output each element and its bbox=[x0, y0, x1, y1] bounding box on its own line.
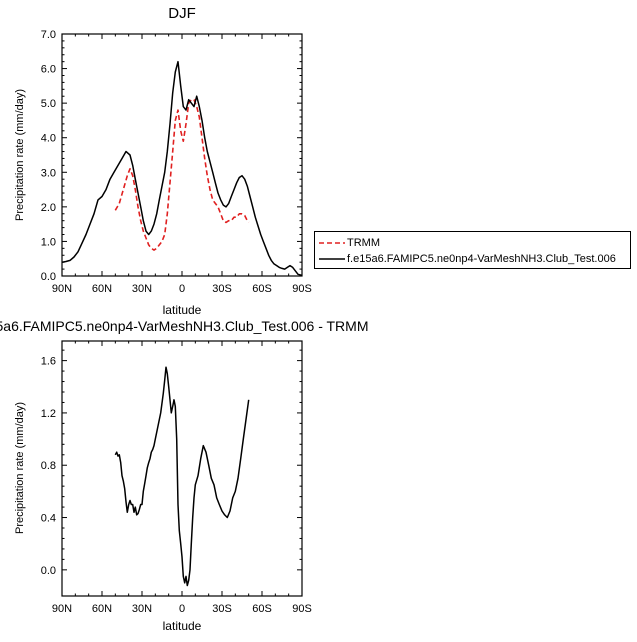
top-x-tick-label: 90N bbox=[52, 283, 72, 295]
top-x-tick-label: 90S bbox=[292, 283, 312, 295]
legend-item-model: f.e15a6.FAMIPC5.ne0np4-VarMeshNH3.Club_T… bbox=[315, 251, 630, 267]
top-panel: DJF 90N 60N 30N 0 30S 60S 90S 0.0 1.0 2.0 3.0 4.0 5.… bbox=[14, 5, 312, 317]
bottom-axis-ticks: 90N 60N 30N 0 30S 60S 90S 0.0 0.4 0.8 1.2 1.6 bbox=[41, 341, 312, 615]
top-x-tick-label: 60N bbox=[92, 283, 112, 295]
top-y-axis-label: Precipitation rate (mm/day) bbox=[14, 89, 26, 221]
bottom-y-tick-label: 0.8 bbox=[41, 460, 56, 472]
bottom-x-tick-label: 90N bbox=[52, 603, 72, 615]
top-series-group bbox=[61, 60, 303, 277]
bottom-series-line-0 bbox=[114, 366, 250, 587]
top-x-tick-label: 30S bbox=[212, 283, 232, 295]
top-y-tick-label: 5.0 bbox=[41, 98, 56, 110]
bottom-x-axis-label: latitude bbox=[163, 619, 202, 633]
legend-item-trmm: TRMM bbox=[315, 235, 630, 251]
bottom-x-tick-label: 0 bbox=[179, 603, 185, 615]
top-y-tick-label: 7.0 bbox=[41, 29, 56, 41]
top-x-tick-label: 0 bbox=[179, 283, 185, 295]
bottom-y-tick-label: 1.6 bbox=[41, 356, 56, 368]
top-x-tick-label: 30N bbox=[132, 283, 152, 295]
top-y-tick-label: 2.0 bbox=[41, 202, 56, 214]
legend-label-model: f.e15a6.FAMIPC5.ne0np4-VarMeshNH3.Club_T… bbox=[347, 253, 616, 265]
top-y-tick-label: 0.0 bbox=[41, 271, 56, 283]
bottom-x-tick-label: 60N bbox=[92, 603, 112, 615]
top-y-tick-label: 1.0 bbox=[41, 236, 56, 248]
legend-label-trmm: TRMM bbox=[347, 237, 380, 249]
top-y-tick-label: 3.0 bbox=[41, 167, 56, 179]
top-y-tick-label: 4.0 bbox=[41, 133, 56, 145]
bottom-y-tick-label: 0.0 bbox=[41, 565, 56, 577]
top-chart-title: DJF bbox=[168, 5, 196, 22]
top-series-line-0 bbox=[114, 98, 250, 251]
bottom-x-tick-label: 60S bbox=[252, 603, 272, 615]
top-x-axis-label: latitude bbox=[163, 303, 202, 317]
top-x-tick-label: 60S bbox=[252, 283, 272, 295]
bottom-chart-title: 5a6.FAMIPC5.ne0np4-VarMeshNH3.Club_Test.… bbox=[0, 318, 368, 334]
top-y-tick-label: 6.0 bbox=[41, 64, 56, 76]
top-series-line-1 bbox=[61, 60, 303, 277]
bottom-panel: 5a6.FAMIPC5.ne0np4-VarMeshNH3.Club_Test.… bbox=[0, 318, 368, 633]
bottom-series-group bbox=[114, 366, 250, 587]
top-axis-ticks: 90N 60N 30N 0 30S 60S 90S 0.0 1.0 2.0 3.0 4.0 5.0 6.0… bbox=[41, 29, 312, 295]
legend-swatch-trmm bbox=[319, 242, 345, 244]
legend-swatch-model bbox=[319, 258, 345, 260]
bottom-x-tick-label: 90S bbox=[292, 603, 312, 615]
bottom-y-axis-label: Precipitation rate (mm/day) bbox=[14, 402, 26, 534]
legend: TRMM f.e15a6.FAMIPC5.ne0np4-VarMeshNH3.C… bbox=[314, 231, 631, 269]
bottom-x-tick-label: 30S bbox=[212, 603, 232, 615]
bottom-x-tick-label: 30N bbox=[132, 603, 152, 615]
bottom-y-tick-label: 0.4 bbox=[41, 513, 56, 525]
top-plot-frame bbox=[61, 33, 303, 277]
bottom-y-tick-label: 1.2 bbox=[41, 408, 56, 420]
